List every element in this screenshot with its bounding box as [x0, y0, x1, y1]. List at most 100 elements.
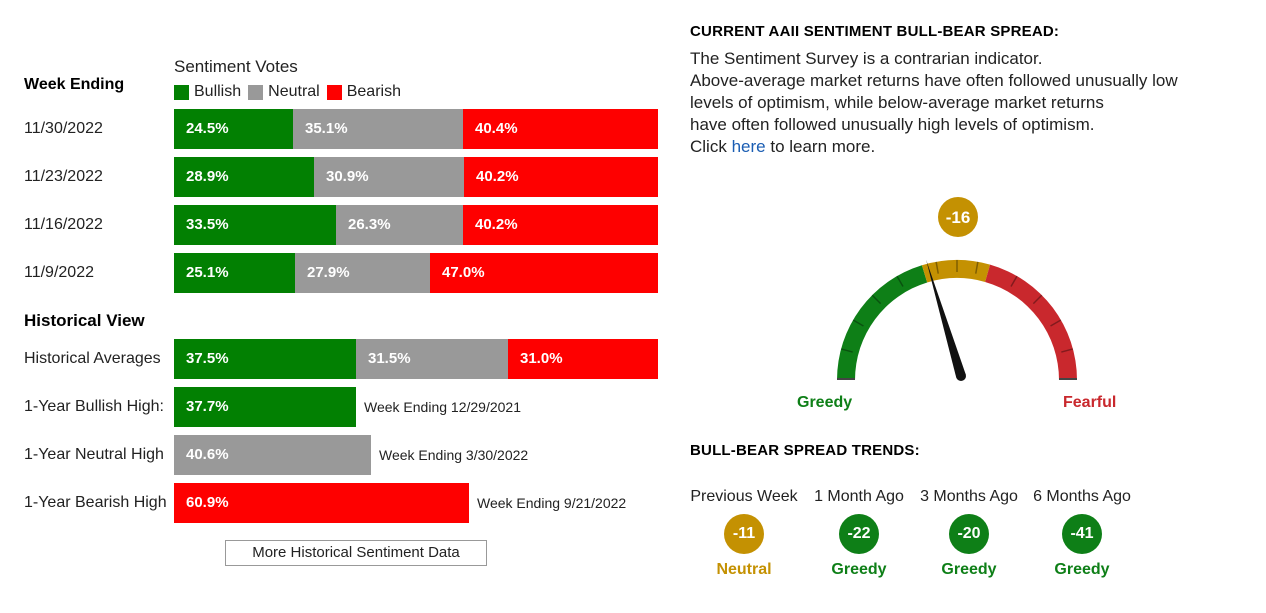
gauge-band	[985, 264, 1077, 380]
gauge-tick	[1050, 319, 1062, 327]
gauge-tick	[896, 275, 904, 287]
trend-label: 3 Months Ago	[920, 488, 1018, 505]
gauge-needle-hub	[956, 371, 966, 381]
gauge-fearful-label: Fearful	[1063, 394, 1117, 411]
click-line: Click here to learn more.	[690, 136, 1250, 158]
gauge-tick	[840, 348, 853, 353]
sentiment-bar: 33.5% 26.3% 40.2%	[174, 205, 658, 245]
trend-label: Previous Week	[690, 488, 798, 505]
neutral-segment: 27.9%	[295, 253, 430, 293]
gauge-value: -16	[946, 208, 971, 227]
legend-bullish: Bullish	[174, 83, 241, 101]
click-suffix: to learn more.	[770, 137, 876, 156]
sentiment-votes-title: Sentiment Votes	[174, 57, 298, 76]
trend-status: Greedy	[941, 561, 997, 578]
bearish-segment: 40.2%	[464, 157, 658, 197]
neutral-high-value: 40.6%	[174, 435, 371, 475]
historical-view-header: Historical View	[24, 311, 145, 330]
gauge-tick	[852, 319, 864, 327]
bullish-segment: 24.5%	[174, 109, 293, 149]
legend-bearish-label: Bearish	[346, 83, 401, 100]
bullish-segment: 28.9%	[174, 157, 314, 197]
bearish-segment: 40.2%	[463, 205, 658, 245]
gauge-greedy-label: Greedy	[797, 394, 853, 411]
legend-bullish-label: Bullish	[194, 83, 242, 100]
sentiment-bar: 28.9% 30.9% 40.2%	[174, 157, 658, 197]
bearish-segment: 40.4%	[463, 109, 658, 149]
gauge-band	[837, 265, 928, 380]
gauge-tick	[871, 294, 882, 305]
gauge-arcs	[837, 260, 1077, 380]
trend-status: Neutral	[716, 561, 772, 578]
neutral-swatch	[248, 84, 264, 100]
sentiment-bar: 25.1% 27.9% 47.0%	[174, 253, 658, 293]
sentiment-description: The Sentiment Survey is a contrarian ind…	[690, 48, 1250, 158]
week-ending-header: Week Ending	[24, 76, 125, 93]
week-date: 11/16/2022	[24, 216, 103, 233]
bullish-swatch	[174, 84, 189, 100]
trend-value-badge: -22	[839, 514, 879, 554]
neutral-high-bar: 40.6% Week Ending 3/30/2022	[174, 435, 528, 475]
bullish-segment: 25.1%	[174, 253, 295, 293]
trend-3-months-ago: 3 Months Ago -20 Greedy	[904, 488, 1034, 579]
gauge-ticks	[837, 260, 1077, 380]
bearish-high-value: 60.9%	[174, 483, 469, 523]
gauge-tick	[1032, 294, 1043, 305]
neutral-segment: 31.5%	[356, 339, 508, 379]
bullish-high-value: 37.7%	[174, 387, 356, 427]
bullish-segment: 33.5%	[174, 205, 336, 245]
neutral-high-label: 1-Year Neutral High	[24, 446, 164, 463]
legend-neutral: Neutral	[248, 83, 320, 101]
gauge-tick	[975, 261, 979, 274]
bearish-high-label: 1-Year Bearish High	[24, 494, 167, 511]
trend-1-month-ago: 1 Month Ago -22 Greedy	[794, 488, 924, 579]
legend-bearish: Bearish	[326, 83, 401, 101]
description-line: levels of optimism, while below-average …	[690, 93, 1104, 112]
trend-previous-week: Previous Week -11 Neutral	[679, 488, 809, 579]
gauge-band	[921, 260, 991, 283]
week-date: 11/9/2022	[24, 264, 94, 281]
trend-label: 6 Months Ago	[1033, 488, 1131, 505]
spread-trends-title: BULL-BEAR SPREAD TRENDS:	[690, 442, 920, 459]
legend-neutral-label: Neutral	[268, 83, 320, 100]
legend: Bullish Neutral Bearish	[174, 83, 408, 101]
bullish-high-bar: 37.7% Week Ending 12/29/2021	[174, 387, 521, 427]
week-date: 11/30/2022	[24, 120, 103, 137]
description-line: have often followed unusually high level…	[690, 115, 1095, 134]
neutral-high-note: Week Ending 3/30/2022	[379, 447, 529, 463]
bullish-high-note: Week Ending 12/29/2021	[364, 399, 521, 415]
click-prefix: Click	[690, 137, 727, 156]
gauge-tick	[935, 261, 939, 274]
gauge-tick	[1010, 275, 1018, 287]
trend-value-badge: -11	[724, 514, 764, 554]
trend-status: Greedy	[831, 561, 887, 578]
learn-more-link[interactable]: here	[731, 137, 766, 156]
sentiment-bar: 24.5% 35.1% 40.4%	[174, 109, 658, 149]
bearish-segment: 47.0%	[430, 253, 658, 293]
trend-6-months-ago: 6 Months Ago -41 Greedy	[1017, 488, 1147, 579]
neutral-segment: 30.9%	[314, 157, 464, 197]
historical-averages-label: Historical Averages	[24, 350, 161, 367]
bullish-high-label: 1-Year Bullish High:	[24, 398, 164, 415]
bearish-high-bar: 60.9% Week Ending 9/21/2022	[174, 483, 626, 523]
bearish-segment: 31.0%	[508, 339, 658, 379]
week-date: 11/23/2022	[24, 168, 103, 185]
gauge-value-badge	[938, 197, 978, 237]
more-historical-data-button[interactable]: More Historical Sentiment Data	[225, 540, 487, 566]
sentiment-gauge: -16	[837, 197, 1077, 381]
gauge-tick	[1061, 348, 1074, 353]
trend-label: 1 Month Ago	[814, 488, 904, 505]
bearish-swatch	[326, 84, 342, 100]
bull-bear-spread-title: CURRENT AAII SENTIMENT BULL-BEAR SPREAD:	[690, 23, 1060, 40]
trend-value-badge: -20	[949, 514, 989, 554]
trend-value-badge: -41	[1062, 514, 1102, 554]
historical-averages-bar: 37.5% 31.5% 31.0%	[174, 339, 658, 379]
description-line: The Sentiment Survey is a contrarian ind…	[690, 49, 1043, 68]
neutral-segment: 35.1%	[293, 109, 463, 149]
trend-status: Greedy	[1054, 561, 1110, 578]
bullish-segment: 37.5%	[174, 339, 356, 379]
gauge-needle-pointer	[926, 259, 966, 378]
neutral-segment: 26.3%	[336, 205, 463, 245]
bearish-high-note: Week Ending 9/21/2022	[477, 495, 627, 511]
gauge-needle	[926, 259, 966, 381]
